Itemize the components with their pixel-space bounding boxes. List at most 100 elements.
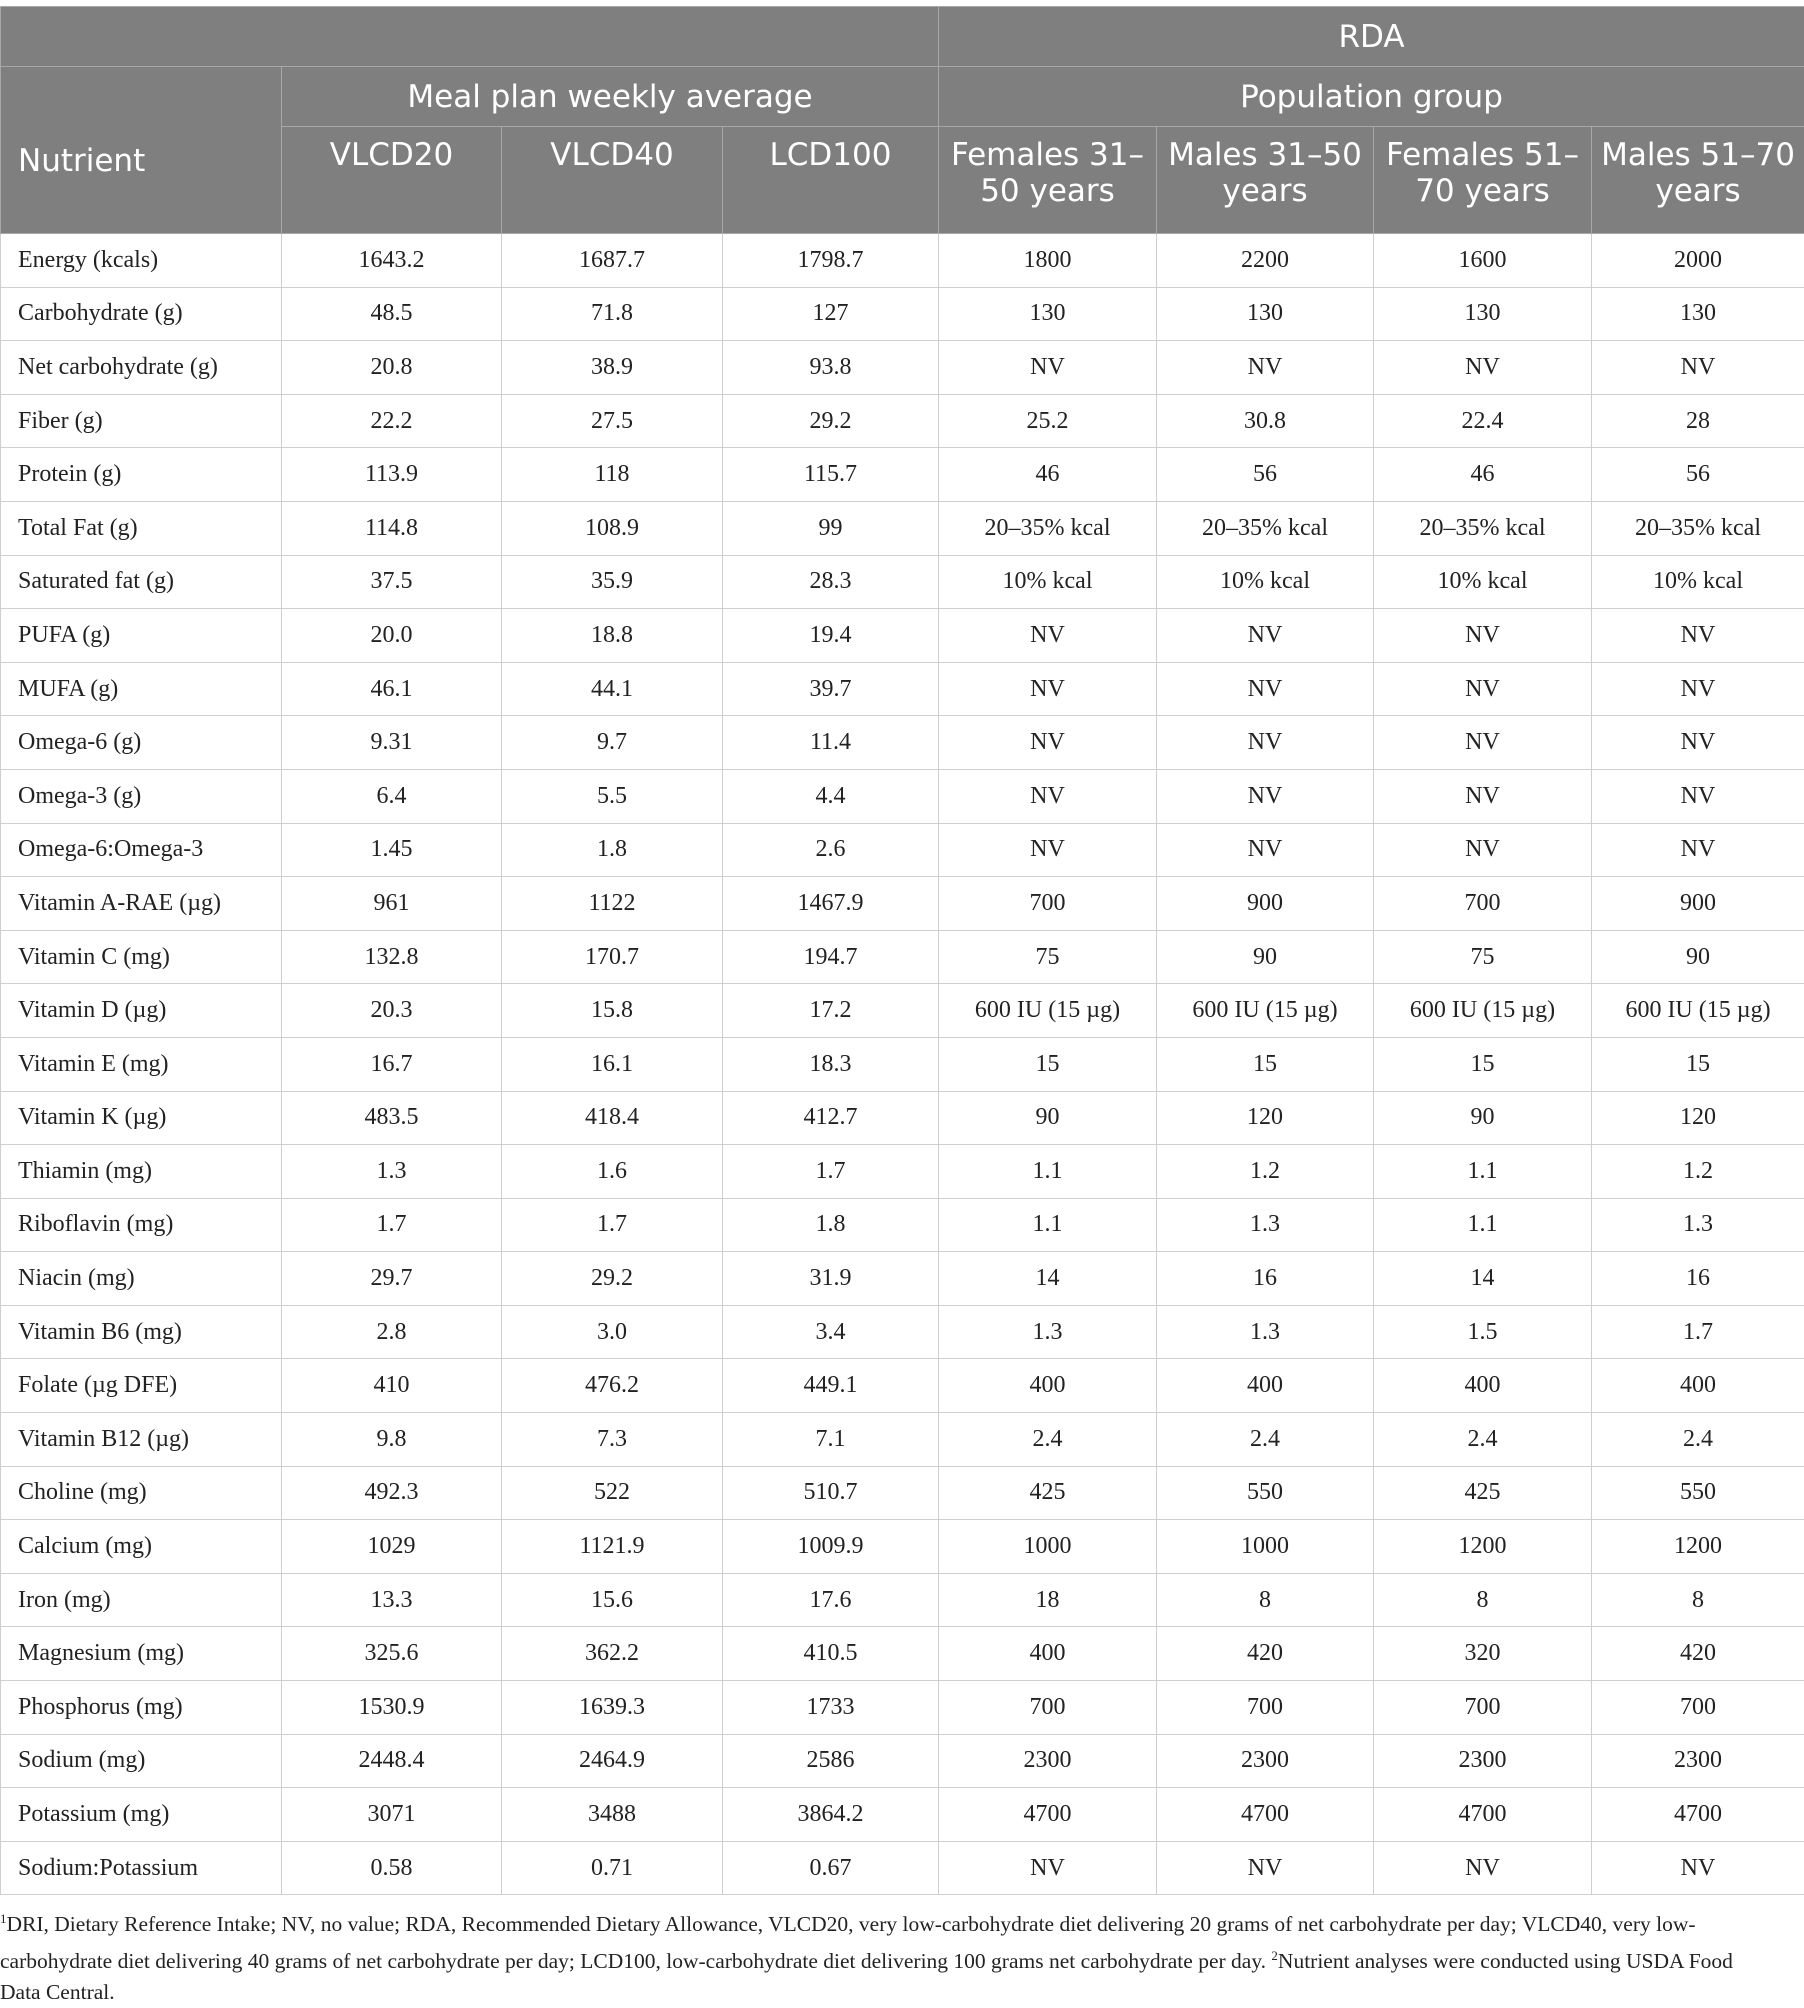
cell: 15 [1157, 1037, 1374, 1091]
cell: 4700 [1374, 1788, 1592, 1842]
cell: 2.4 [1374, 1413, 1592, 1467]
nutrient-name: Vitamin A-RAE (µg) [1, 877, 282, 931]
cell: 31.9 [723, 1252, 939, 1306]
nutrient-name: Choline (mg) [1, 1466, 282, 1520]
cell: 6.4 [282, 769, 502, 823]
nutrient-name: Riboflavin (mg) [1, 1198, 282, 1252]
column-header: LCD100 [723, 127, 939, 234]
cell: 20–35% kcal [1374, 501, 1592, 555]
cell: 522 [502, 1466, 723, 1520]
cell: 46.1 [282, 662, 502, 716]
cell: 1.45 [282, 823, 502, 877]
cell: 1639.3 [502, 1681, 723, 1735]
cell: 71.8 [502, 287, 723, 341]
cell: 1000 [939, 1520, 1157, 1574]
cell: 449.1 [723, 1359, 939, 1413]
cell: NV [1374, 1841, 1592, 1895]
cell: 1121.9 [502, 1520, 723, 1574]
cell: 90 [1374, 1091, 1592, 1145]
nutrient-name: Omega-6:Omega-3 [1, 823, 282, 877]
cell: NV [1592, 341, 1804, 395]
cell: 600 IU (15 µg) [1374, 984, 1592, 1038]
cell: 1.6 [502, 1145, 723, 1199]
column-header: VLCD20 [282, 127, 502, 234]
cell: NV [1157, 716, 1374, 770]
cell: 700 [939, 877, 1157, 931]
nutrient-name: Energy (kcals) [1, 234, 282, 288]
cell: 420 [1592, 1627, 1804, 1681]
cell: 1467.9 [723, 877, 939, 931]
cell: 2300 [1157, 1734, 1374, 1788]
cell: 410 [282, 1359, 502, 1413]
cell: 1530.9 [282, 1681, 502, 1735]
cell: 4.4 [723, 769, 939, 823]
cell: 18.8 [502, 609, 723, 663]
cell: 130 [1592, 287, 1804, 341]
cell: 2.4 [939, 1413, 1157, 1467]
nutrient-name: Calcium (mg) [1, 1520, 282, 1574]
cell: 1.3 [939, 1305, 1157, 1359]
cell: 700 [1157, 1681, 1374, 1735]
nutrient-name: Net carbohydrate (g) [1, 341, 282, 395]
cell: NV [1374, 716, 1592, 770]
cell: 44.1 [502, 662, 723, 716]
nutrient-name: Vitamin E (mg) [1, 1037, 282, 1091]
cell: 29.2 [723, 394, 939, 448]
cell: 425 [939, 1466, 1157, 1520]
cell: 1.3 [1592, 1198, 1804, 1252]
nutrient-name: Niacin (mg) [1, 1252, 282, 1306]
cell: 3.4 [723, 1305, 939, 1359]
cell: 46 [939, 448, 1157, 502]
cell: 550 [1592, 1466, 1804, 1520]
cell: 1.7 [282, 1198, 502, 1252]
cell: 130 [1374, 287, 1592, 341]
cell: 9.7 [502, 716, 723, 770]
cell: 10% kcal [939, 555, 1157, 609]
cell: 1643.2 [282, 234, 502, 288]
cell: 38.9 [502, 341, 723, 395]
cell: 600 IU (15 µg) [1157, 984, 1374, 1038]
cell: 8 [1592, 1573, 1804, 1627]
cell: 29.7 [282, 1252, 502, 1306]
nutrient-name: Thiamin (mg) [1, 1145, 282, 1199]
cell: 18 [939, 1573, 1157, 1627]
table-header: RDA Nutrient Meal plan weekly average Po… [1, 7, 1804, 234]
nutrient-name: Vitamin B6 (mg) [1, 1305, 282, 1359]
cell: 1733 [723, 1681, 939, 1735]
cell: 7.3 [502, 1413, 723, 1467]
cell: 1800 [939, 234, 1157, 288]
cell: 114.8 [282, 501, 502, 555]
cell: 2586 [723, 1734, 939, 1788]
cell: 320 [1374, 1627, 1592, 1681]
cell: 1.2 [1592, 1145, 1804, 1199]
cell: 4700 [1592, 1788, 1804, 1842]
cell: 56 [1157, 448, 1374, 502]
cell: 1600 [1374, 234, 1592, 288]
cell: 420 [1157, 1627, 1374, 1681]
cell: 700 [1374, 1681, 1592, 1735]
cell: 900 [1157, 877, 1374, 931]
cell: 115.7 [723, 448, 939, 502]
cell: 2000 [1592, 234, 1804, 288]
cell: 510.7 [723, 1466, 939, 1520]
cell: 29.2 [502, 1252, 723, 1306]
cell: 3071 [282, 1788, 502, 1842]
cell: 90 [1592, 930, 1804, 984]
cell: 16 [1592, 1252, 1804, 1306]
cell: 15 [1592, 1037, 1804, 1091]
cell: 20–35% kcal [1157, 501, 1374, 555]
